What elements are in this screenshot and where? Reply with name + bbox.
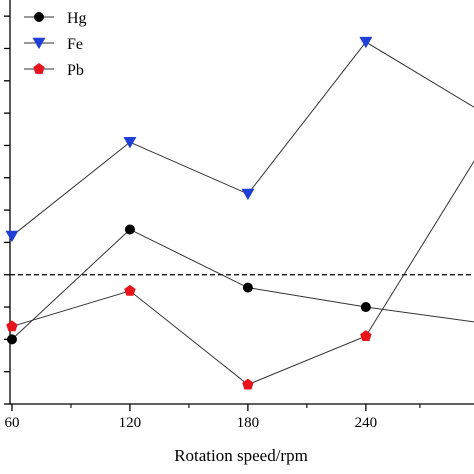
legend-marker-pb	[33, 63, 45, 74]
legend: Hg Fe Pb	[24, 10, 87, 79]
data-point-fe	[123, 137, 137, 149]
axes: 60 120 180 240	[4, 0, 474, 431]
x-tick-label: 240	[355, 415, 378, 431]
series-group	[5, 36, 474, 390]
data-point-hg	[242, 282, 253, 293]
x-tick-label: 180	[237, 415, 260, 431]
series-line-hg	[11, 228, 474, 340]
legend-label-fe: Fe	[67, 36, 83, 53]
data-point-hg	[360, 302, 371, 313]
data-point-hg	[124, 224, 135, 235]
data-point-fe	[5, 230, 19, 243]
x-axis-label: Rotation speed/rpm	[174, 446, 308, 465]
x-tick-label: 60	[4, 415, 19, 431]
legend-marker-hg	[34, 12, 44, 22]
legend-marker-fe	[32, 37, 46, 50]
data-point-pb	[6, 320, 18, 332]
data-point-pb	[242, 378, 254, 390]
legend-label-pb: Pb	[67, 62, 84, 79]
data-point-fe	[241, 188, 255, 201]
data-point-pb	[124, 284, 136, 296]
data-point-fe	[359, 36, 373, 49]
x-tick-label: 120	[119, 415, 142, 431]
data-point-pb	[360, 330, 372, 341]
legend-label-hg: Hg	[67, 10, 87, 27]
data-point-hg	[6, 334, 17, 345]
